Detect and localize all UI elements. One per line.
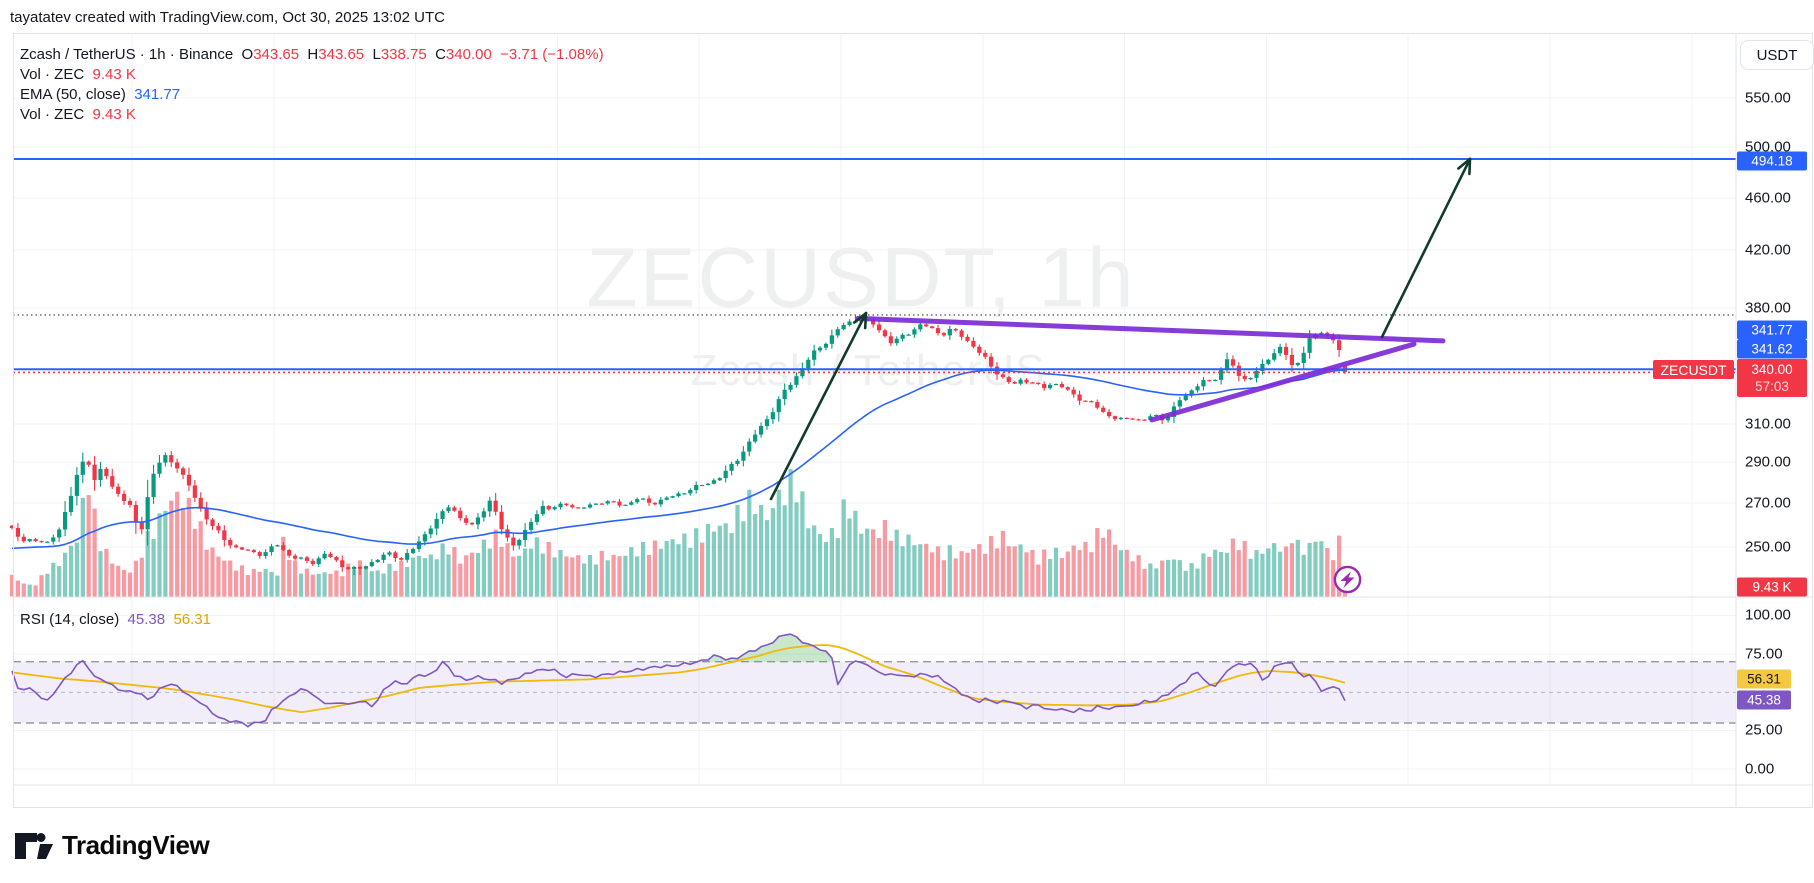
ohlc-close-value: 340.00 bbox=[445, 46, 492, 63]
ohlc-low-label: L bbox=[372, 46, 381, 63]
price-tick: 460.00 bbox=[1745, 189, 1791, 207]
price-tick: 250.00 bbox=[1745, 538, 1791, 556]
rsi-value: 45.38 bbox=[127, 611, 166, 628]
change-value: −3.71 (−1.08%) bbox=[500, 46, 604, 63]
price-tick: 420.00 bbox=[1745, 241, 1791, 259]
ohlc-open-value: 343.65 bbox=[253, 46, 300, 63]
price-tick: 380.00 bbox=[1745, 299, 1791, 317]
legend-ema-row[interactable]: EMA (50, close) 341.77 bbox=[20, 85, 604, 105]
volume-value-1: 9.43 K bbox=[92, 66, 136, 83]
ema-label: EMA (50, close) bbox=[20, 86, 126, 103]
ohlc-high-value: 343.65 bbox=[318, 46, 365, 63]
price-tick: 270.00 bbox=[1745, 494, 1791, 512]
watermark-symbol: ZECUSDT, 1h bbox=[586, 230, 1136, 325]
price-line-badge-494: 494.18 bbox=[1737, 151, 1807, 171]
price-tick: 310.00 bbox=[1745, 415, 1791, 433]
volume-badge: 9.43 K bbox=[1737, 577, 1807, 597]
volume-label-2: Vol · ZEC bbox=[20, 106, 85, 123]
volume-label-1: Vol · ZEC bbox=[20, 66, 85, 83]
tradingview-logo-text: TradingView bbox=[62, 830, 210, 860]
time-axis[interactable]: 22 23 24 25 26 27 28 29 30 31 Nov 2 bbox=[13, 785, 1736, 808]
symbol-price-label: ZECUSDT bbox=[1653, 360, 1734, 379]
legend-symbol-row[interactable]: Zcash / TetherUS · 1h · Binance O343.65 … bbox=[20, 45, 604, 65]
price-tick: 500.00 bbox=[1745, 138, 1791, 156]
ohlc-low-value: 338.75 bbox=[380, 46, 427, 63]
instant-trade-button[interactable] bbox=[1332, 564, 1363, 595]
rsi-tick: 75.00 bbox=[1745, 645, 1783, 663]
ema-value-badge: 341.77 bbox=[1737, 320, 1807, 340]
tradingview-logo[interactable]: TradingView bbox=[14, 830, 210, 861]
rsi-ma-value: 56.31 bbox=[173, 611, 211, 628]
currency-toggle-button[interactable]: USDT bbox=[1740, 40, 1814, 70]
price-tick: 290.00 bbox=[1745, 453, 1791, 471]
lightning-icon bbox=[1340, 571, 1355, 588]
rsi-tick: 0.00 bbox=[1745, 760, 1775, 778]
ohlc-open-label: O bbox=[241, 46, 254, 63]
price-line-badge-341: 341.62 bbox=[1737, 339, 1807, 359]
symbol-title: Zcash / TetherUS · 1h · Binance bbox=[20, 46, 234, 63]
price-tick: 550.00 bbox=[1745, 89, 1791, 107]
ohlc-close-label: C bbox=[435, 46, 446, 63]
volume-value-2: 9.43 K bbox=[92, 106, 136, 123]
ohlc-high-label: H bbox=[307, 46, 319, 63]
ema-value: 341.77 bbox=[134, 86, 181, 103]
legend-volume-row-2[interactable]: Vol · ZEC 9.43 K bbox=[20, 105, 604, 125]
rsi-legend[interactable]: RSI (14, close) 45.38 56.31 bbox=[20, 611, 211, 628]
tradingview-logo-icon bbox=[15, 832, 53, 859]
rsi-tick: 100.00 bbox=[1745, 606, 1791, 624]
bar-countdown: 57:03 bbox=[1755, 379, 1789, 394]
attribution-text: tayatatev created with TradingView.com, … bbox=[10, 9, 445, 26]
rsi-ma-badge: 56.31 bbox=[1737, 669, 1791, 689]
legend-volume-row-1[interactable]: Vol · ZEC 9.43 K bbox=[20, 65, 604, 85]
last-price-badge: 340.00 57:03 bbox=[1737, 359, 1807, 397]
rsi-title: RSI (14, close) bbox=[20, 611, 120, 628]
last-price-value: 340.00 bbox=[1751, 362, 1793, 377]
price-axis[interactable]: 550.00 500.00 460.00 420.00 380.00 310.0… bbox=[1736, 33, 1814, 785]
rsi-tick: 25.00 bbox=[1745, 721, 1783, 739]
chart-legend: Zcash / TetherUS · 1h · Binance O343.65 … bbox=[20, 45, 604, 125]
chart-widget-frame bbox=[13, 33, 1813, 808]
rsi-value-badge: 45.38 bbox=[1737, 690, 1791, 710]
